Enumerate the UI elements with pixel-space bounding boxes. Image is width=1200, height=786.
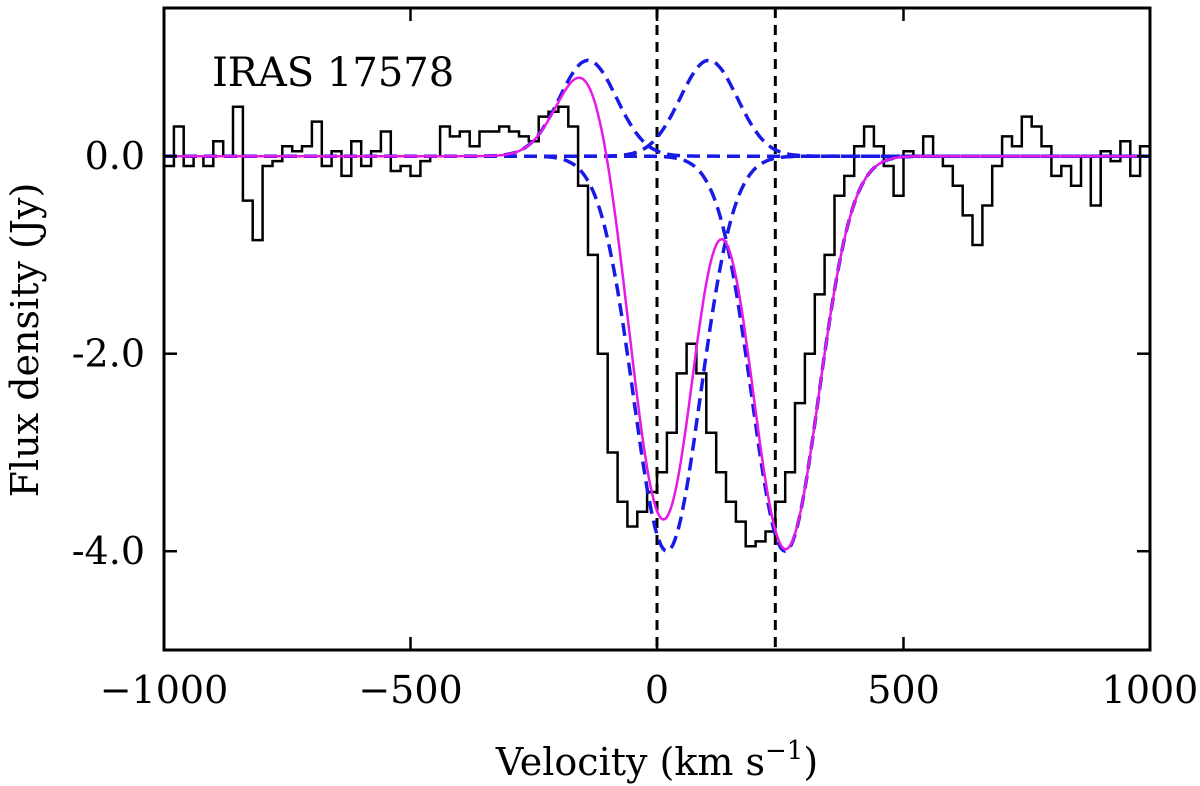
- x-axis-label-superscript: −1: [765, 736, 803, 766]
- axes-layer: −1000 −500 0 500 1000 0.0 -2.0 -4.0: [72, 6, 1199, 712]
- x-tick-label: 1000: [1102, 668, 1199, 712]
- observed-spectrum-line: [164, 105, 1150, 548]
- y-tick-label: -2.0: [72, 332, 145, 376]
- y-axis-label: Flux density (Jy): [3, 183, 47, 498]
- chart-annotation: IRAS 17578: [212, 50, 454, 96]
- y-tick-label: -4.0: [72, 529, 145, 573]
- y-tick-label: 0.0: [85, 134, 145, 178]
- reference-lines-layer: [655, 8, 777, 650]
- x-axis-label-end: ): [803, 740, 818, 784]
- x-axis-label-main: Velocity (km s: [495, 740, 765, 784]
- fit-layer: [164, 76, 1150, 551]
- x-tick-label: 500: [867, 668, 940, 712]
- x-tick-label: −1000: [100, 668, 229, 712]
- x-tick-label: 0: [645, 668, 669, 712]
- spectrum-layer: [164, 105, 1150, 548]
- total-fit-line: [164, 76, 1150, 551]
- x-tick-label: −500: [358, 668, 462, 712]
- x-axis-label: Velocity (km s−1): [495, 736, 818, 784]
